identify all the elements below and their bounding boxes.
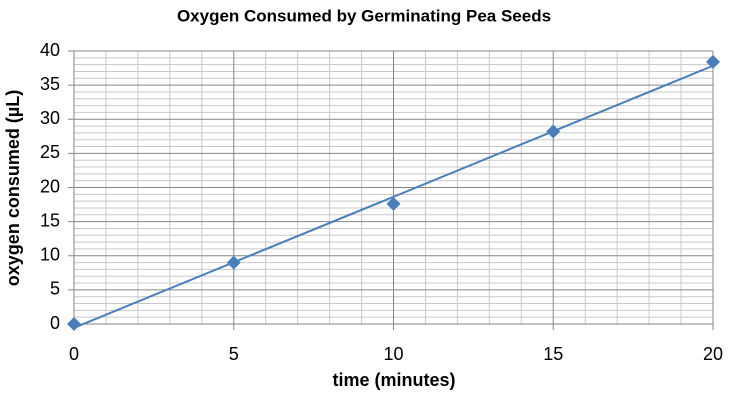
data-point	[226, 255, 241, 270]
x-tick-label: 15	[543, 344, 563, 364]
y-tick-label: 30	[40, 108, 60, 128]
y-tick-label: 20	[40, 176, 60, 196]
chart-title: Oxygen Consumed by Germinating Pea Seeds	[177, 6, 551, 25]
x-tick-label: 5	[229, 344, 239, 364]
data-point	[67, 317, 81, 331]
x-tick-label: 10	[383, 344, 403, 364]
y-tick-label: 0	[50, 313, 60, 333]
x-axis-label: time (minutes)	[332, 370, 455, 390]
data-point	[706, 54, 720, 69]
data-point	[386, 196, 401, 211]
y-tick-label: 10	[40, 245, 60, 265]
data-point	[546, 124, 561, 139]
y-tick-label: 35	[40, 74, 60, 94]
y-tick-label: 40	[40, 40, 60, 60]
trendline	[73, 64, 714, 329]
y-axis-label: oxygen consumed (µL)	[3, 90, 23, 286]
x-tick-label: 0	[69, 344, 79, 364]
y-tick-label: 25	[40, 142, 60, 162]
y-tick-label: 5	[50, 279, 60, 299]
y-tick-label: 15	[40, 210, 60, 230]
x-tick-label: 20	[703, 344, 723, 364]
